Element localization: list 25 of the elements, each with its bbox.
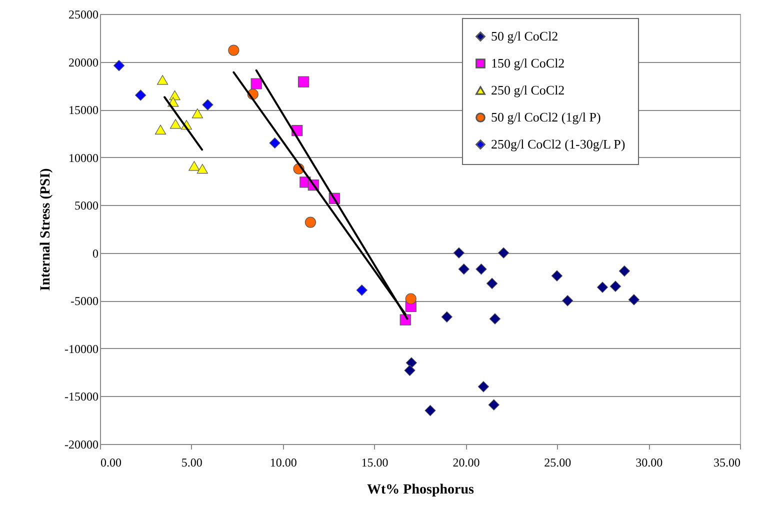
legend-label: 50 g/l CoCl2 (1g/l P) [491,110,601,124]
y-tick-label: 0 [92,246,98,260]
x-tick-label: 35.00 [714,456,740,470]
y-tick-label: -10000 [64,342,98,356]
y-tick-label: 20000 [68,55,98,70]
y-tick-label: -15000 [64,390,98,404]
x-tick-label: 10.00 [270,456,297,470]
x-tick-label: 5.00 [181,456,202,470]
legend-label: 250g/l CoCl2 (1-30g/L P) [491,136,626,152]
x-tick-label: 15.00 [361,456,388,470]
y-tick-label: 15000 [68,103,98,118]
x-tick-label: 30.00 [636,456,663,470]
legend-label: 150 g/l CoCl2 [491,56,565,70]
x-tick-label: 20.00 [452,456,480,470]
legend-label: 50 g/l CoCl2 [491,28,558,44]
y-tick-label: -20000 [64,438,98,452]
y-tick-label: 5000 [74,198,98,213]
y-tick-label: 25000 [68,8,98,22]
x-tick-label: 0.00 [100,456,122,470]
x-axis-title: Wt% Phosphorus [367,482,475,498]
y-axis-title: Internal Stress (PSI) [38,168,54,291]
y-tick-label: 10000 [68,150,98,165]
x-tick-label: 25.00 [544,456,572,470]
y-tick-label: -5000 [70,294,98,308]
legend-label: 250 g/l CoCl2 [491,82,565,98]
